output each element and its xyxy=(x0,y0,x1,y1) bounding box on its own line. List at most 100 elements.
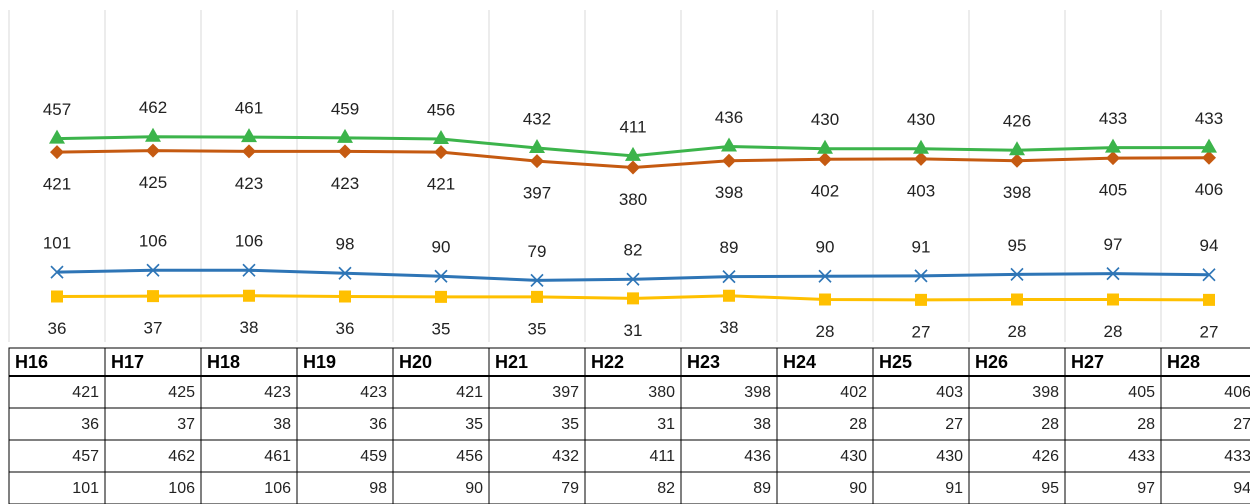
data-label: 28 xyxy=(1008,322,1027,341)
table-cell: 405 xyxy=(1128,384,1155,401)
header-cell: H20 xyxy=(399,352,432,372)
table-cell: 426 xyxy=(1032,448,1059,465)
table-cell: 430 xyxy=(936,448,963,465)
marker xyxy=(337,128,353,143)
marker xyxy=(818,152,832,167)
marker xyxy=(530,273,544,287)
data-label: 426 xyxy=(1003,112,1031,131)
table-cell: 423 xyxy=(264,384,291,401)
table-cell: 36 xyxy=(369,416,387,433)
marker xyxy=(1106,151,1120,166)
data-label: 436 xyxy=(715,108,743,127)
table-cell: 406 xyxy=(1224,384,1250,401)
table-cell: 397 xyxy=(552,384,579,401)
marker xyxy=(242,263,256,277)
data-label: 94 xyxy=(1200,236,1219,255)
data-label: 430 xyxy=(811,110,839,129)
header-cell: H18 xyxy=(207,352,240,372)
data-label: 462 xyxy=(139,98,167,117)
table-cell: 91 xyxy=(945,480,963,497)
data-label: 97 xyxy=(1104,235,1123,254)
marker xyxy=(625,146,641,161)
marker xyxy=(1106,267,1120,281)
header-cell: H19 xyxy=(303,352,336,372)
data-label: 433 xyxy=(1099,109,1127,128)
marker xyxy=(913,139,929,154)
table-cell: 402 xyxy=(840,384,867,401)
data-label: 36 xyxy=(48,319,67,338)
table-cell: 79 xyxy=(561,480,579,497)
table-cell: 398 xyxy=(744,384,771,401)
header-cell: H25 xyxy=(879,352,912,372)
data-label: 405 xyxy=(1099,181,1127,200)
marker xyxy=(1107,293,1119,306)
marker xyxy=(434,269,448,283)
table-cell: 90 xyxy=(849,480,867,497)
data-label: 398 xyxy=(1003,183,1031,202)
data-label: 430 xyxy=(907,110,935,129)
data-label: 402 xyxy=(811,182,839,201)
table-cell: 398 xyxy=(1032,384,1059,401)
data-label: 425 xyxy=(139,173,167,192)
table-cell: 106 xyxy=(168,480,195,497)
data-label: 90 xyxy=(816,238,835,257)
table-cell: 459 xyxy=(360,448,387,465)
table-cell: 411 xyxy=(649,448,675,465)
marker xyxy=(242,144,256,159)
data-label: 106 xyxy=(235,232,263,251)
data-label: 397 xyxy=(523,184,551,203)
header-cell: H23 xyxy=(687,352,720,372)
data-label: 98 xyxy=(336,235,355,254)
data-label: 380 xyxy=(619,190,647,209)
marker xyxy=(1010,153,1024,168)
data-label: 459 xyxy=(331,99,359,118)
table-cell: 106 xyxy=(264,480,291,497)
data-label: 27 xyxy=(1200,322,1219,341)
marker xyxy=(626,272,640,286)
data-label: 421 xyxy=(43,175,71,194)
data-label: 406 xyxy=(1195,180,1223,199)
data-label: 79 xyxy=(528,242,547,261)
marker xyxy=(529,139,545,153)
marker xyxy=(1105,138,1121,153)
data-label: 36 xyxy=(336,319,355,338)
marker xyxy=(50,145,64,160)
table-cell: 97 xyxy=(1137,480,1155,497)
table-cell: 27 xyxy=(945,416,963,433)
table-cell: 37 xyxy=(177,416,195,433)
marker xyxy=(146,143,160,158)
data-label: 457 xyxy=(43,100,71,119)
table-cell: 36 xyxy=(81,416,99,433)
table-cell: 82 xyxy=(657,480,675,497)
table-cell: 425 xyxy=(168,384,195,401)
data-label: 398 xyxy=(715,183,743,202)
header-cell: H21 xyxy=(495,352,528,372)
marker xyxy=(146,263,160,277)
table-cell: 28 xyxy=(1041,416,1059,433)
header-cell: H22 xyxy=(591,352,624,372)
table-cell: 421 xyxy=(456,384,483,401)
data-label: 90 xyxy=(432,238,451,257)
data-label: 433 xyxy=(1195,109,1223,128)
table-cell: 28 xyxy=(1137,416,1155,433)
header-cell: H27 xyxy=(1071,352,1104,372)
data-label: 91 xyxy=(912,237,931,256)
table-cell: 31 xyxy=(657,416,675,433)
data-label: 89 xyxy=(720,238,739,257)
marker xyxy=(1203,293,1215,306)
marker xyxy=(1011,293,1023,306)
data-label: 28 xyxy=(816,322,835,341)
data-label: 421 xyxy=(427,175,455,194)
data-label: 28 xyxy=(1104,322,1123,341)
marker xyxy=(819,293,831,306)
data-label: 423 xyxy=(331,174,359,193)
header-cell: H16 xyxy=(15,352,48,372)
marker xyxy=(50,265,64,279)
table-cell: 89 xyxy=(753,480,771,497)
marker xyxy=(626,160,640,175)
header-cell: H28 xyxy=(1167,352,1200,372)
marker xyxy=(722,270,736,284)
table-cell: 433 xyxy=(1128,448,1155,465)
data-label: 35 xyxy=(528,319,547,338)
